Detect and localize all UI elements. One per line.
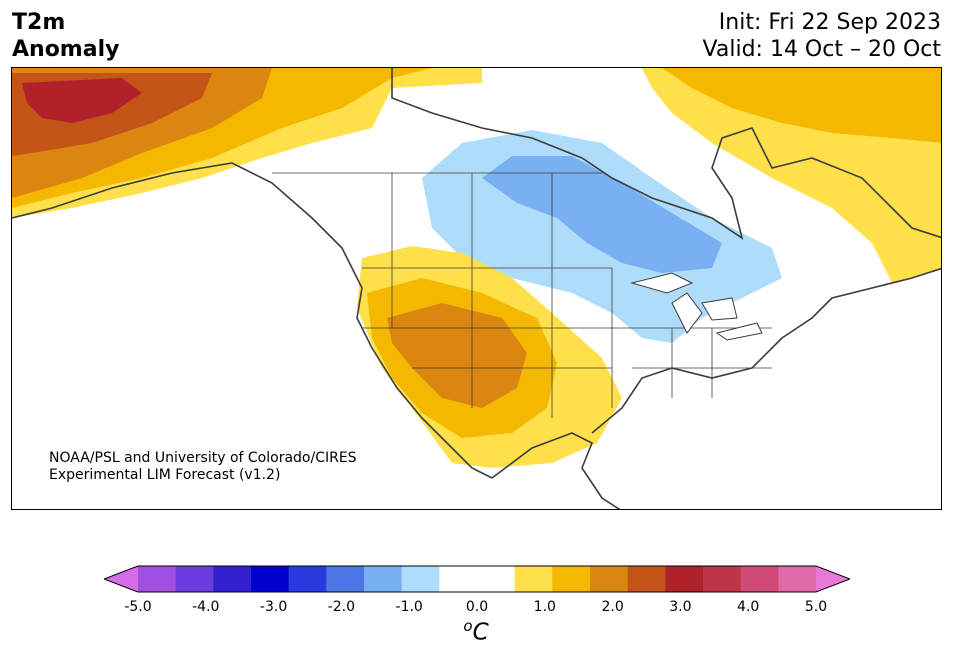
state-borders [272, 172, 772, 418]
colorbar-segment [326, 566, 365, 592]
colorbar-tick-label: -1.0 [395, 599, 423, 615]
colorbar-segment [175, 566, 214, 592]
colorbar [104, 565, 850, 593]
colorbar-tick-label: -2.0 [327, 599, 356, 615]
colorbar-tick-label: 3.0 [669, 599, 692, 615]
unit-superscript: o [463, 617, 473, 635]
credit-text: NOAA/PSL and University of Colorado/CIRE… [49, 450, 357, 484]
credit-line1: NOAA/PSL and University of Colorado/CIRE… [49, 450, 357, 466]
colorbar-segment [251, 566, 290, 592]
colorbar-outline [104, 565, 850, 593]
colorbar-tick-label: -3.0 [259, 599, 288, 615]
colorbar-segment [439, 566, 478, 592]
colorbar-segment [552, 566, 591, 592]
colorbar-segment [213, 566, 252, 592]
strong-warm-region-alaska [22, 78, 142, 123]
warm2-region-sw [387, 303, 527, 408]
map-svg [12, 68, 941, 509]
credit-line2: Experimental LIM Forecast (v1.2) [49, 467, 281, 483]
colorbar-segment [740, 566, 779, 592]
colorbar-segment [138, 566, 177, 592]
warm1-region-ne-canada [662, 68, 941, 143]
colorbar-segment [778, 566, 817, 592]
title-variable-line1: T2m [12, 10, 66, 35]
colorbar-extend-low [104, 566, 138, 592]
title-variable-line2: Anomaly [12, 37, 120, 62]
plot-title: T2m Anomaly [12, 9, 119, 63]
colorbar-segment [703, 566, 742, 592]
anomaly-map [11, 67, 942, 510]
colorbar-segment [514, 566, 553, 592]
colorbar-tick-label: 2.0 [601, 599, 624, 615]
colorbar-tick-label: 0.0 [465, 599, 489, 615]
colorbar-tick-label: 5.0 [804, 599, 828, 615]
forecast-dates: Init: Fri 22 Sep 2023 Valid: 14 Oct – 20… [703, 9, 941, 63]
colorbar-segment [590, 566, 629, 592]
init-date: Init: Fri 22 Sep 2023 [718, 10, 941, 35]
cool1-region-central [482, 156, 722, 273]
colorbar-segment [477, 566, 516, 592]
colorbar-segment [288, 566, 327, 592]
colorbar-tick-label: 1.0 [533, 599, 556, 615]
coastlines [12, 68, 941, 509]
colorbar-tick-label: 4.0 [737, 599, 760, 615]
colorbar-unit: oC [463, 617, 488, 646]
valid-range: Valid: 14 Oct – 20 Oct [702, 37, 941, 62]
colorbar-tick-label: -4.0 [192, 599, 220, 615]
unit-letter: C [472, 619, 489, 646]
colorbar-extend-high [816, 566, 850, 592]
colorbar-segment [401, 566, 440, 592]
colorbar-segment [364, 566, 403, 592]
colorbar-segment [665, 566, 704, 592]
great-lakes [630, 272, 763, 341]
colorbar-tick-label: -5.0 [124, 599, 152, 615]
colorbar-segment [627, 566, 666, 592]
